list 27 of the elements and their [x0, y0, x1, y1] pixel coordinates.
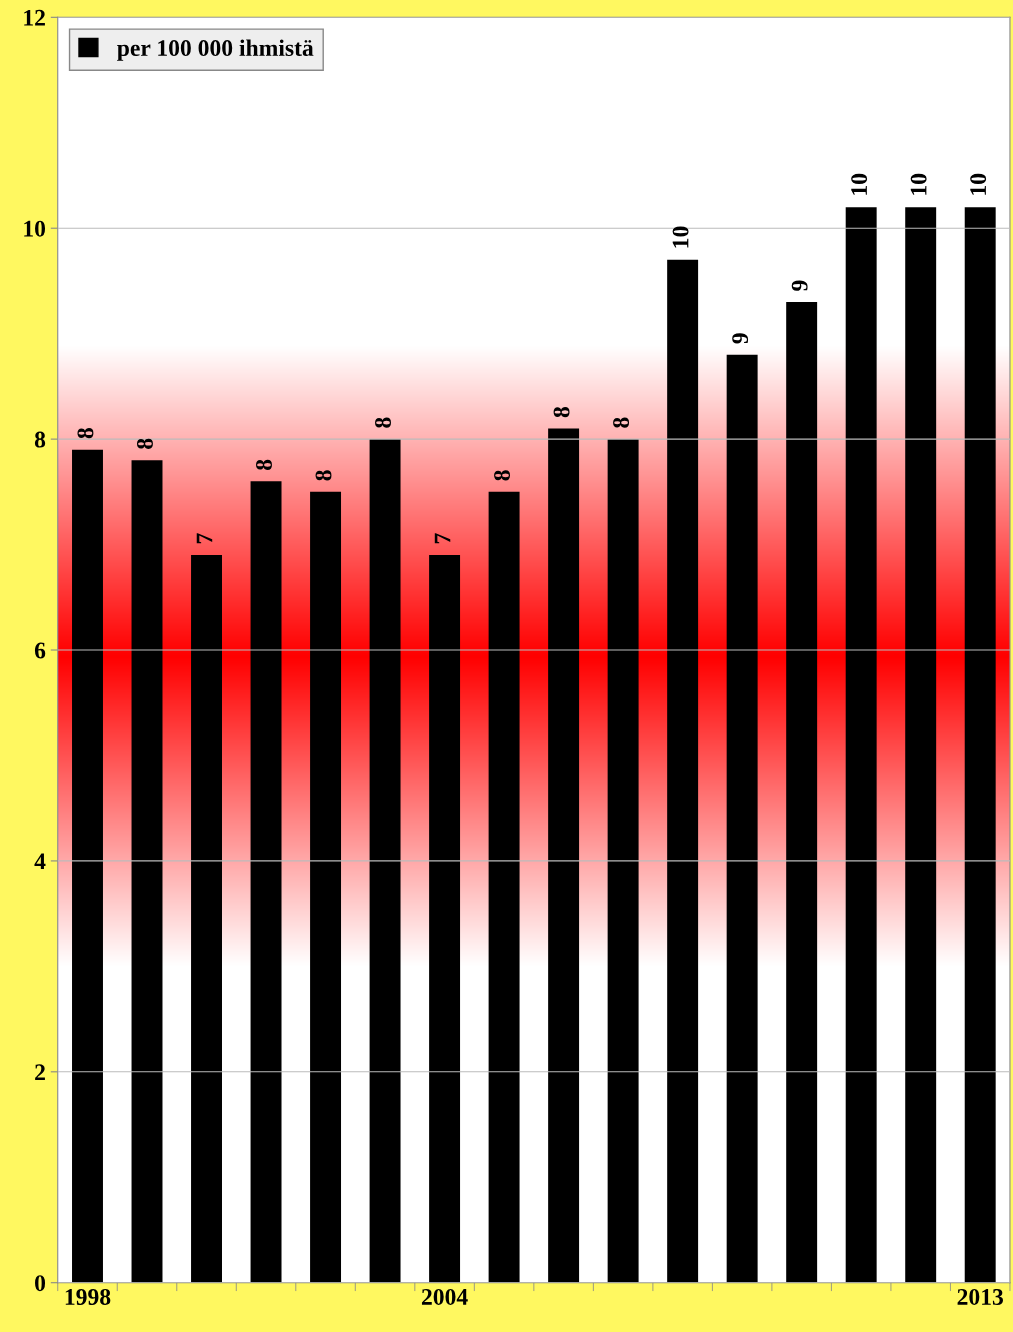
data-label: 7	[196, 533, 213, 544]
data-label: 10	[851, 173, 868, 195]
y-tick-label: 6	[34, 642, 46, 659]
data-label: 10	[970, 173, 987, 195]
y-tick-label: 0	[35, 1275, 46, 1292]
data-label: 8	[136, 438, 153, 449]
y-tick-label: 12	[24, 9, 45, 26]
x-tick-label: 2013	[957, 1288, 1004, 1305]
data-label: 7	[434, 533, 451, 544]
x-tick-label: 2004	[421, 1288, 468, 1305]
data-label: 8	[77, 428, 94, 439]
data-label: 8	[375, 417, 391, 428]
data-label: 8	[256, 459, 272, 470]
data-label: 8	[613, 417, 630, 428]
data-label: 8	[553, 407, 570, 418]
y-tick-label: 10	[24, 220, 46, 237]
data-label: 10	[910, 173, 927, 195]
data-label: 10	[672, 226, 689, 248]
y-tick-label: 4	[34, 853, 46, 870]
data-label: 9	[791, 280, 808, 291]
legend-label: per 100 000 ihmistä	[117, 39, 314, 61]
y-tick-label: 2	[35, 1064, 45, 1081]
y-tick-label: 8	[34, 431, 46, 448]
data-label: 9	[732, 333, 749, 344]
x-tick-label: 1998	[65, 1288, 111, 1305]
data-label: 8	[315, 470, 332, 481]
data-label: 8	[494, 470, 510, 481]
